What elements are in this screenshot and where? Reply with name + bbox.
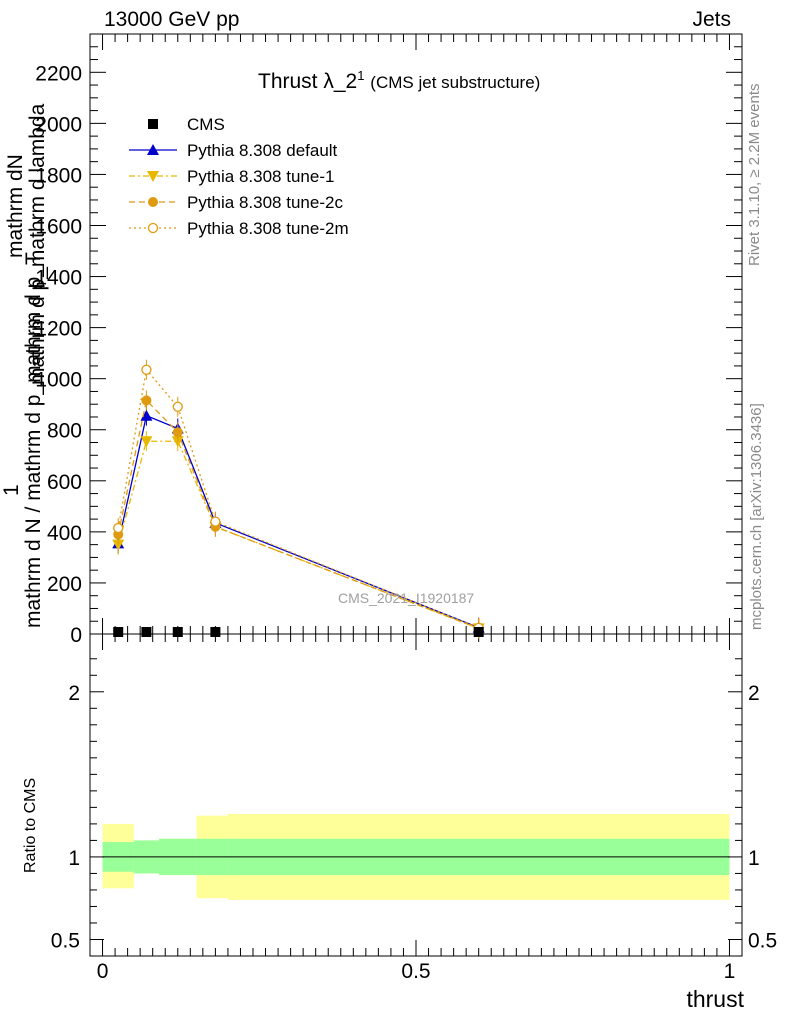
header-left: 13000 GeV pp (104, 8, 240, 31)
ratio-ytick-label-right-0: 0.5 (748, 929, 777, 952)
x-axis-label: thrust (686, 986, 744, 1012)
main-ytick-label-8: 1600 (35, 215, 82, 238)
y-axis-label-ratio: Ratio to CMS (22, 777, 39, 873)
series-point-4-1 (141, 364, 152, 375)
legend-label-0: CMS (187, 115, 225, 134)
main-ytick-label-2: 400 (47, 522, 82, 545)
series-point-0-4 (473, 627, 484, 637)
mcplots-label: mcplots.cern.ch [arXiv:1306.3436] (748, 403, 765, 630)
series-point-0-1 (141, 627, 152, 637)
y-axis-label-numerator: mathrm dN (4, 154, 27, 258)
series-point-3-2 (172, 427, 183, 438)
ratio-ytick-label-right-1: 1 (748, 847, 760, 870)
legend-label-2: Pythia 8.308 tune-1 (187, 167, 334, 186)
legend-marker-4 (147, 222, 159, 234)
chart-subtitle: (CMS jet substructure) (370, 73, 541, 92)
main-ytick-label-11: 2200 (35, 62, 82, 85)
series-point-1-1 (140, 409, 153, 421)
legend-marker-0 (148, 119, 158, 129)
main-frame (89, 33, 743, 635)
main-ytick-label-10: 2000 (35, 113, 82, 136)
y-axis-label-denominator: mathrm d N / mathrm d p_mathrm d p_T (22, 252, 45, 628)
series-point-4-0 (113, 522, 124, 534)
xtick-label-0: 0 (97, 960, 109, 983)
main-ytick-label-3: 600 (47, 471, 82, 494)
ratio-ytick-label-right-2: 2 (748, 682, 760, 705)
series-point-0-0 (113, 627, 124, 637)
series-point-0-3 (210, 627, 221, 637)
header-right: Jets (692, 8, 731, 31)
ratio-ytick-label-left-2: 2 (68, 682, 80, 705)
main-ytick-label-5: 1000 (35, 369, 82, 392)
chart-title-text: Thrust λ_2 (258, 70, 358, 93)
chart-title: Thrust λ_21 (CMS jet substructure) (258, 68, 540, 94)
main-ytick-label-4: 800 (47, 420, 82, 443)
series-0 (113, 627, 484, 637)
watermark: CMS_2021_I1920187 (338, 590, 475, 606)
legend: CMS Pythia 8.308 default Pythia 8.308 tune… (129, 115, 349, 238)
y-axis-label-main: 1 mathrm dN mathrm d p_mathrm d lambda m… (0, 0, 60, 630)
chart-title-superscript: 1 (357, 68, 365, 83)
rivet-label: Rivet 3.1.10, ≥ 2.2M events (746, 83, 763, 267)
legend-label-1: Pythia 8.308 default (187, 141, 338, 160)
series-point-0-2 (172, 627, 183, 637)
series-point-4-2 (172, 401, 183, 412)
series-point-4-3 (210, 516, 221, 527)
ratio-ytick-label-left-0: 0.5 (51, 929, 80, 952)
ratio-ytick-label-left-1: 1 (68, 847, 80, 870)
main-ytick-label-9: 1800 (35, 164, 82, 187)
main-ytick-label-6: 1200 (35, 318, 82, 341)
series-point-3-1 (141, 395, 152, 406)
legend-marker-1 (147, 144, 159, 155)
xtick-label-2: 1 (724, 960, 736, 983)
main-panel: 0 200 400 600 800 1000 1200 1400 1600 1800 2000 220… (35, 33, 743, 647)
main-ytick-label-7: 1400 (35, 267, 82, 290)
legend-marker-3 (148, 197, 158, 207)
ratio-panel: 0.5 0.5 1 1 2 2 0 0.5 1 (51, 633, 777, 983)
series-line-2 (117, 440, 479, 629)
xtick-label-1: 0.5 (401, 960, 430, 983)
y-axis-label-one: 1 (0, 484, 23, 496)
legend-label-4: Pythia 8.308 tune-2m (187, 219, 349, 238)
legend-marker-2 (147, 171, 159, 182)
main-ytick-label-0: 0 (70, 624, 82, 647)
legend-label-3: Pythia 8.308 tune-2c (187, 193, 343, 212)
ratio-frame (89, 633, 743, 957)
series-point-2-1 (140, 436, 153, 448)
main-ytick-label-1: 200 (47, 573, 82, 596)
series-point-2-0 (112, 539, 125, 551)
